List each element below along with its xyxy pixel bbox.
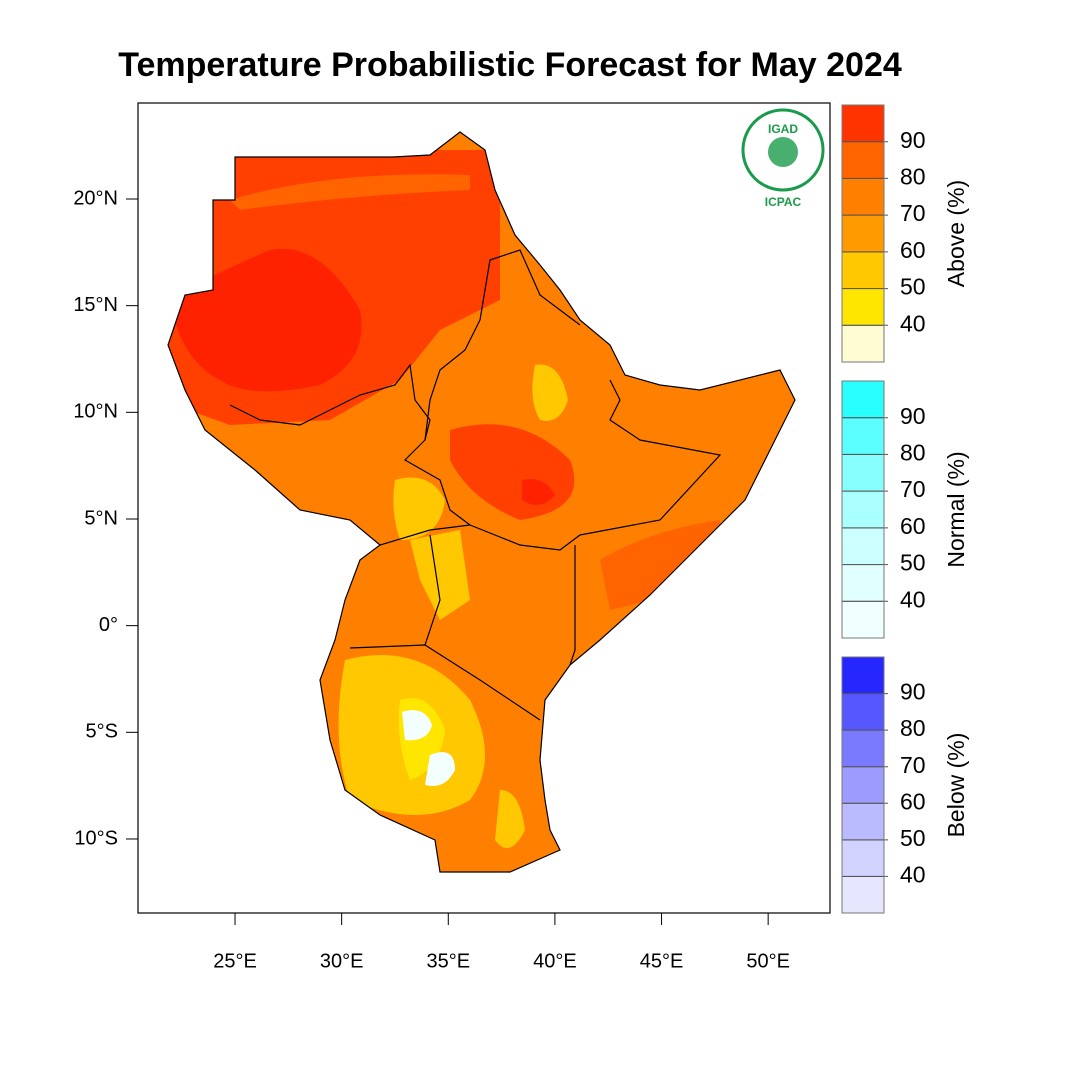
colorbar-box [841, 324, 885, 363]
logo-map [768, 137, 798, 167]
x-tick-label: 50°E [746, 950, 790, 972]
y-tick-label: 10°N [73, 401, 118, 423]
title: Temperature Probabilistic Forecast for M… [118, 46, 902, 84]
colorbar-title: Above (%) [943, 180, 969, 287]
colorbar-tick-label: 60 [900, 237, 926, 263]
x-tick-label: 30°E [320, 950, 364, 972]
x-tick-label: 35°E [426, 950, 470, 972]
colorbar-box [841, 214, 885, 253]
x-tick-label: 40°E [533, 950, 577, 972]
colorbar-tick-label: 90 [900, 403, 926, 429]
borders [167, 131, 796, 873]
colorbar-tick-label: 40 [900, 862, 926, 888]
y-tick-label: 5°S [86, 721, 118, 743]
colorbar-box [841, 766, 885, 804]
colorbar-box [841, 876, 885, 914]
y-tick-label: 0° [99, 614, 118, 636]
colorbar-tick-label: 90 [900, 127, 926, 153]
colorbar-box [841, 178, 885, 216]
colorbar-tick-label: 50 [900, 274, 926, 300]
colorbar-box [841, 288, 885, 326]
colorbar-tick-label: 50 [900, 825, 926, 851]
colorbar-tick-label: 80 [900, 715, 926, 741]
colorbar-box [841, 104, 885, 143]
colorbar-tick-label: 80 [900, 440, 926, 466]
y-tick-label: 20°N [73, 187, 118, 209]
colorbar-box [841, 564, 885, 602]
colorbar-tick-label: 70 [900, 200, 926, 226]
colorbar-box [841, 729, 885, 768]
colorbar-box [841, 802, 885, 841]
x-tick-label: 25°E [213, 950, 257, 972]
colorbar-tick-label: 50 [900, 550, 926, 576]
colorbar-tick-label: 70 [900, 752, 926, 778]
colorbar-box [841, 656, 885, 694]
colorbar-box [841, 490, 885, 529]
plot-frame [137, 102, 831, 914]
y-tick-label: 10°S [74, 827, 118, 849]
x-tick-label: 45°E [640, 950, 684, 972]
colorbar-tick-label: 60 [900, 513, 926, 539]
colorbar-tick-label: 60 [900, 788, 926, 814]
colorbar-box [841, 141, 885, 179]
colorbar-frame [841, 104, 885, 363]
colorbar-tick-label: 80 [900, 164, 926, 190]
logo-org: ICPAC [765, 195, 802, 209]
colorbar-frame [841, 380, 885, 639]
colorbar-box [841, 600, 885, 639]
colorbar-box [841, 380, 885, 419]
y-tick-label: 5°N [84, 507, 118, 529]
colorbar-box [841, 251, 885, 289]
colorbar-frame [841, 656, 885, 914]
colorbar-box [841, 839, 885, 877]
colorbar-box [841, 527, 885, 565]
colorbar-box [841, 454, 885, 492]
colorbar-title: Normal (%) [943, 451, 969, 567]
colorbar-tick-label: 70 [900, 476, 926, 502]
logo-name: IGAD [768, 122, 798, 136]
colorbar-box [841, 693, 885, 731]
colorbar-tick-label: 90 [900, 679, 926, 705]
colorbar-box [841, 417, 885, 455]
logo: IGAD ICPAC [741, 108, 825, 209]
colorbar-title: Below (%) [943, 733, 969, 838]
y-tick-label: 15°N [73, 294, 118, 316]
forecast-field [168, 132, 795, 872]
colorbar-tick-label: 40 [900, 310, 926, 336]
colorbar-tick-label: 40 [900, 586, 926, 612]
